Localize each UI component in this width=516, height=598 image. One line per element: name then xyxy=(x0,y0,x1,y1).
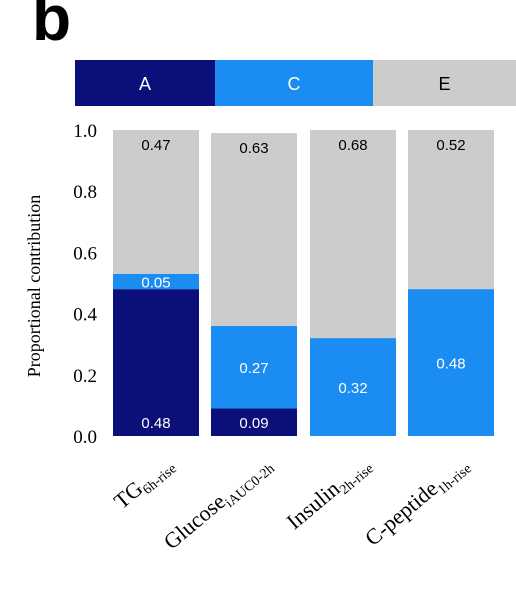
legend-label-C: C xyxy=(288,74,301,94)
legend-swatch-E xyxy=(373,60,516,106)
legend-swatch-A xyxy=(75,60,215,106)
bar-segment-A xyxy=(211,408,297,436)
data-label-C: 0.27 xyxy=(239,360,268,377)
x-tick-label: TG6h-rise xyxy=(109,451,180,517)
data-label-C: 0.48 xyxy=(436,356,465,373)
y-tick-label: 0.8 xyxy=(73,182,97,203)
data-label-C: 0.05 xyxy=(141,274,170,291)
data-label-A: 0.48 xyxy=(141,415,170,432)
bar-segment-C xyxy=(113,273,199,290)
bars: 0.48 0.05 0.47 0.09 0.27 0.63 0.32 0.68 0.48 0.52 xyxy=(113,130,494,436)
data-label-E: 0.52 xyxy=(436,137,465,154)
data-label-C: 0.32 xyxy=(338,380,367,397)
bar-segment-E xyxy=(310,130,396,339)
y-axis: 0.0 0.2 0.4 0.6 0.8 1.0 xyxy=(73,121,97,448)
y-tick-label: 0.4 xyxy=(73,305,97,326)
bar-segment-E xyxy=(113,130,199,274)
data-label-A: 0.09 xyxy=(239,415,268,432)
data-label-E: 0.47 xyxy=(141,137,170,154)
bar-segment-C xyxy=(408,289,494,436)
legend-label-E: E xyxy=(438,74,450,94)
y-tick-label: 0.0 xyxy=(73,427,97,448)
y-tick-label: 0.2 xyxy=(73,366,97,387)
legend-swatch-C xyxy=(215,60,373,106)
bar-segment-C xyxy=(211,325,297,409)
data-label-E: 0.68 xyxy=(338,137,367,154)
y-axis-label: Proportional contribution xyxy=(24,195,44,377)
bar-segment-E xyxy=(211,133,297,326)
y-tick-label: 0.6 xyxy=(73,243,97,264)
bar-segment-E xyxy=(408,130,494,290)
data-label-E: 0.63 xyxy=(239,140,268,157)
x-tick-label: C-peptide1h-rise xyxy=(360,451,475,554)
bar-segment-C xyxy=(310,338,396,436)
panel-label: b xyxy=(32,0,72,54)
y-tick-label: 1.0 xyxy=(73,121,97,142)
x-tick-label: Insulin2h-rise xyxy=(282,451,377,538)
bar-segment-A xyxy=(113,289,199,436)
x-tick-label: GlucoseiAUC0-2h xyxy=(159,451,278,558)
legend-label-A: A xyxy=(139,74,151,94)
